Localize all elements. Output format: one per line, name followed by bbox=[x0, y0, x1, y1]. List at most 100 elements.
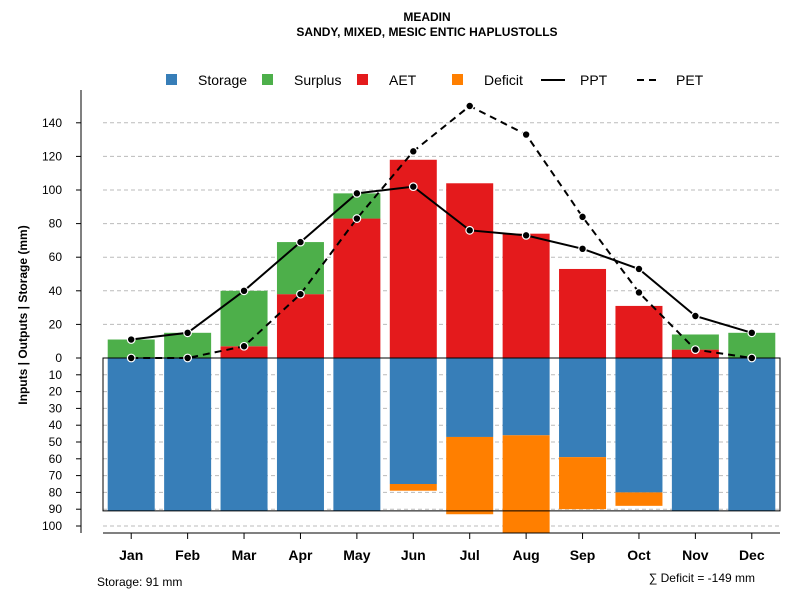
legend-label-storage: Storage bbox=[198, 72, 247, 88]
y-tick-label-lower: 10 bbox=[49, 368, 63, 382]
legend-swatch-aet bbox=[357, 74, 368, 85]
y-tick-label-lower: 80 bbox=[49, 485, 63, 499]
bars bbox=[102, 159, 781, 533]
y-tick-label-lower: 100 bbox=[42, 519, 62, 533]
storage-bar-may bbox=[333, 358, 381, 511]
month-label-oct: Oct bbox=[627, 547, 651, 563]
y-tick-label: 120 bbox=[42, 149, 62, 163]
month-label-sep: Sep bbox=[570, 547, 596, 563]
y-tick-label: 140 bbox=[42, 116, 62, 130]
deficit-footer: ∑ Deficit = -149 mm bbox=[649, 571, 755, 585]
legend-label-ppt: PPT bbox=[580, 72, 608, 88]
month-label-feb: Feb bbox=[175, 547, 200, 563]
series-lines bbox=[126, 101, 757, 363]
legend-swatch-storage bbox=[166, 74, 177, 85]
pet-line bbox=[131, 104, 752, 359]
y-tick-label: 80 bbox=[49, 217, 63, 231]
aet-bar-sep bbox=[559, 268, 607, 358]
legend-label-pet: PET bbox=[676, 72, 704, 88]
pet-point-aug bbox=[521, 130, 531, 139]
legend-swatch-surplus bbox=[262, 74, 273, 85]
pet-point-jun bbox=[408, 146, 418, 156]
storage-bar-oct bbox=[615, 358, 663, 493]
y-tick-label-lower: 60 bbox=[49, 452, 63, 466]
deficit-bar-jun bbox=[389, 484, 437, 491]
y-tick-label-lower: 20 bbox=[49, 385, 63, 399]
storage-bar-sep bbox=[559, 358, 607, 458]
month-label-may: May bbox=[343, 547, 370, 563]
ppt-point-aug bbox=[521, 230, 531, 240]
storage-bar-mar bbox=[220, 358, 268, 511]
month-label-mar: Mar bbox=[232, 547, 257, 563]
legend-label-aet: AET bbox=[389, 72, 417, 88]
month-label-jul: Jul bbox=[460, 547, 480, 563]
aet-bar-may bbox=[333, 218, 381, 358]
pet-point-jan bbox=[126, 353, 136, 363]
aet-bar-oct bbox=[615, 305, 663, 358]
y-tick-label: 0 bbox=[55, 351, 62, 365]
month-label-dec: Dec bbox=[739, 547, 765, 563]
deficit-bar-aug bbox=[502, 435, 550, 533]
ppt-point-jan bbox=[126, 335, 136, 344]
ppt-point-may bbox=[352, 188, 362, 198]
legend-label-surplus: Surplus bbox=[294, 72, 341, 88]
pet-point-jul bbox=[465, 101, 475, 111]
ppt-point-apr bbox=[296, 237, 305, 247]
ppt-point-sep bbox=[578, 244, 587, 254]
pet-point-sep bbox=[578, 212, 587, 222]
aet-bar-jul bbox=[446, 183, 494, 358]
y-tick-label: 60 bbox=[49, 250, 63, 264]
storage-bar-apr bbox=[276, 358, 324, 511]
ppt-point-jul bbox=[465, 225, 475, 235]
pet-point-dec bbox=[747, 353, 757, 363]
ppt-point-dec bbox=[747, 328, 757, 338]
aet-bar-apr bbox=[276, 294, 324, 358]
month-label-jan: Jan bbox=[119, 547, 143, 563]
y-tick-label-lower: 70 bbox=[49, 469, 63, 483]
month-label-apr: Apr bbox=[288, 547, 313, 563]
chart-subtitle: SANDY, MIXED, MESIC ENTIC HAPLUSTOLLS bbox=[296, 25, 557, 39]
y-tick-label: 100 bbox=[42, 183, 62, 197]
storage-bar-dec bbox=[728, 358, 776, 511]
deficit-bar-sep bbox=[559, 457, 607, 510]
deficit-bar-jul bbox=[446, 436, 494, 515]
storage-bar-nov bbox=[671, 358, 719, 511]
storage-bar-jan bbox=[107, 358, 155, 511]
y-axis-label: Inputs | Outputs | Storage (mm) bbox=[16, 225, 30, 404]
aet-bar-jun bbox=[389, 159, 437, 358]
ppt-line bbox=[131, 185, 753, 341]
ppt-point-nov bbox=[690, 311, 700, 321]
storage-bar-feb bbox=[164, 358, 212, 511]
deficit-bar-oct bbox=[615, 492, 663, 506]
legend: Storage Surplus AET Deficit PPT PET bbox=[166, 72, 704, 88]
surplus-bar-nov bbox=[671, 334, 719, 350]
y-tick-label-lower: 30 bbox=[49, 401, 63, 415]
pet-point-mar bbox=[239, 341, 249, 351]
storage-bar-jul bbox=[446, 358, 494, 437]
axes: 0 20 40 60 80 100 120 140 10 20 30 40 50 60 70 80 90 100 J… bbox=[42, 90, 780, 563]
pet-point-feb bbox=[183, 353, 193, 363]
legend-label-deficit: Deficit bbox=[484, 72, 523, 88]
legend-swatch-deficit bbox=[452, 74, 463, 85]
storage-footer: Storage: 91 mm bbox=[97, 575, 182, 589]
y-tick-label-lower: 90 bbox=[49, 502, 63, 516]
aet-bar-aug bbox=[502, 233, 550, 358]
surplus-bar-apr bbox=[276, 242, 324, 295]
surplus-bar-jan bbox=[107, 339, 155, 358]
y-tick-label: 40 bbox=[49, 284, 63, 298]
ppt-point-feb bbox=[183, 328, 193, 338]
month-label-jun: Jun bbox=[401, 547, 426, 563]
storage-bar-jun bbox=[389, 358, 437, 484]
ppt-point-oct bbox=[634, 264, 644, 274]
y-tick-label: 20 bbox=[49, 317, 63, 331]
month-label-aug: Aug bbox=[513, 547, 540, 563]
pet-point-oct bbox=[634, 288, 644, 297]
grid-lines bbox=[103, 122, 780, 527]
month-label-nov: Nov bbox=[682, 547, 709, 563]
pet-point-apr bbox=[296, 289, 305, 299]
chart-title: MEADIN bbox=[403, 10, 450, 24]
ppt-point-jun bbox=[408, 182, 418, 192]
aet-bar-mar bbox=[220, 346, 268, 358]
